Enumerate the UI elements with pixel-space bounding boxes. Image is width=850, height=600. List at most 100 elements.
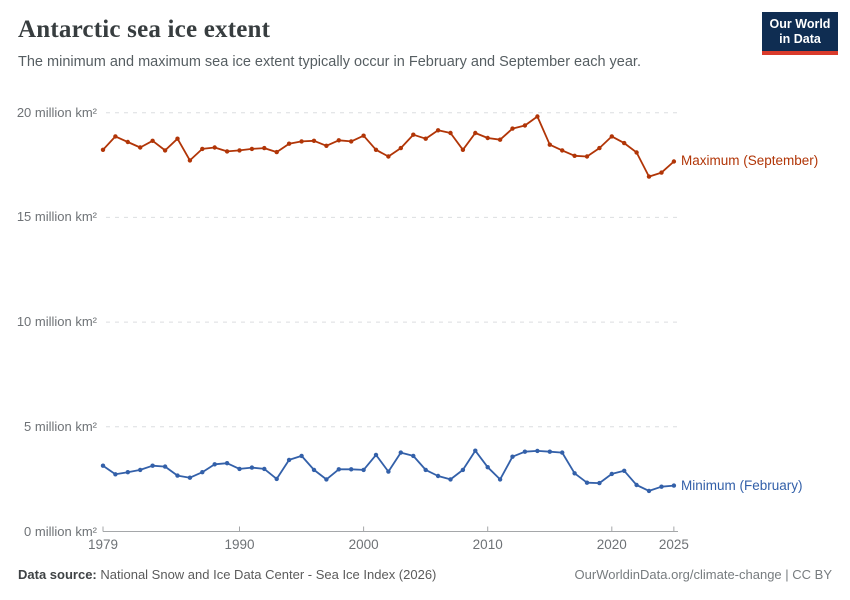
maximum-series-point	[175, 136, 180, 141]
minimum-series-point	[286, 457, 292, 463]
maximum-series-point	[324, 143, 329, 148]
minimum-series-point	[497, 477, 503, 482]
owid-logo-line2: in Data	[779, 32, 821, 46]
maximum-series-point	[113, 134, 118, 139]
minimum-series-point	[162, 464, 168, 469]
minimum-series-point	[299, 453, 304, 459]
maximum-series-point	[125, 139, 130, 145]
minimum-series-point	[138, 467, 143, 473]
maximum-series-point	[547, 142, 552, 147]
minimum-series-point	[547, 449, 552, 454]
maximum-series-point	[560, 148, 565, 153]
x-tick-label: 2025	[658, 537, 689, 552]
series-label-minimum[interactable]: Minimum (February)	[681, 478, 803, 493]
maximum-series-point	[460, 147, 466, 152]
minimum-series-point	[597, 480, 602, 486]
minimum-series-point	[187, 475, 193, 480]
maximum-series-point	[212, 145, 217, 150]
minimum-series-point	[386, 469, 391, 474]
owid-logo[interactable]: Our World in Data	[762, 12, 838, 55]
chart-title: Antarctic sea ice extent	[18, 16, 271, 43]
minimum-series-point	[150, 463, 155, 468]
maximum-series-point	[237, 148, 242, 153]
maximum-series-point	[274, 149, 279, 155]
x-tick-label: 2010	[472, 537, 503, 552]
attribution-link: OurWorldinData.org/climate-change | CC B…	[574, 567, 832, 582]
minimum-series-point	[510, 454, 515, 459]
minimum-series-point	[125, 470, 130, 475]
x-tick-label: 2020	[596, 537, 627, 552]
maximum-series-point	[535, 114, 540, 119]
x-tick-label: 1979	[87, 537, 119, 552]
minimum-series-point	[535, 448, 540, 454]
y-tick-label: 20 million km²	[16, 104, 97, 120]
maximum-series-point	[299, 139, 304, 144]
x-tick-label: 2000	[348, 537, 379, 552]
minimum-series-point	[212, 462, 217, 467]
minimum-series-point	[200, 470, 205, 475]
minimum-series-point	[274, 476, 279, 482]
minimum-series-point	[473, 448, 478, 453]
data-source-note: Data source: National Snow and Ice Data …	[18, 567, 436, 582]
minimum-series-point	[448, 477, 453, 482]
minimum-series-point	[237, 466, 242, 472]
maximum-series-point	[435, 128, 441, 133]
maximum-series-point	[510, 126, 515, 131]
maximum-series-point	[373, 147, 379, 152]
maximum-series-point	[609, 134, 614, 139]
minimum-series-point	[522, 449, 528, 454]
maximum-series-point	[386, 154, 391, 159]
maximum-series-point	[336, 138, 341, 143]
maximum-series-point	[572, 153, 577, 158]
maximum-series-point	[646, 174, 652, 179]
minimum-series-point	[411, 453, 416, 459]
minimum-series-point	[485, 465, 490, 470]
y-tick-label: 5 million km²	[24, 418, 97, 434]
owid-logo-line1: Our World	[769, 17, 831, 31]
x-tick-label: 1990	[224, 537, 255, 552]
maximum-series-point	[485, 135, 490, 141]
maximum-series-point	[162, 148, 168, 153]
y-tick-label: 10 million km²	[16, 314, 97, 330]
minimum-series-point	[646, 488, 652, 494]
maximum-series-point	[262, 145, 267, 151]
minimum-series-point	[373, 452, 379, 458]
maximum-series-point	[398, 145, 403, 151]
minimum-series-point	[435, 473, 441, 479]
maximum-series-point	[286, 141, 292, 146]
minimum-series-point	[311, 467, 317, 473]
maximum-series-point	[200, 146, 205, 152]
maximum-series-point	[150, 138, 155, 143]
maximum-series-point	[634, 150, 639, 155]
minimum-series-point	[113, 472, 118, 477]
maximum-series-point	[249, 146, 255, 152]
maximum-series-point	[584, 154, 590, 159]
minimum-series-point	[622, 468, 627, 473]
maximum-series-point	[671, 159, 677, 164]
maximum-series-point	[622, 140, 627, 146]
minimum-series-point	[671, 483, 677, 488]
minimum-series-point	[659, 484, 664, 489]
maximum-series-point	[100, 147, 106, 152]
minimum-series-point	[609, 471, 614, 477]
y-tick-label: 15 million km²	[16, 209, 97, 225]
minimum-series-point	[572, 471, 577, 476]
maximum-series-point	[361, 133, 366, 138]
minimum-series-point	[175, 473, 180, 478]
maximum-series-point	[411, 132, 416, 137]
series-label-maximum[interactable]: Maximum (September)	[681, 153, 819, 168]
chart-subtitle: The minimum and maximum sea ice extent t…	[18, 54, 641, 70]
maximum-series-point	[659, 170, 664, 175]
minimum-series-point	[398, 450, 403, 455]
maximum-series-point	[448, 130, 453, 136]
minimum-series-point	[361, 467, 366, 473]
maximum-series-line	[102, 115, 675, 178]
maximum-series-point	[423, 136, 428, 141]
minimum-series-point	[423, 467, 428, 473]
maximum-series-point	[138, 145, 143, 150]
maximum-series-point	[597, 145, 602, 151]
minimum-series-point	[584, 480, 590, 485]
y-tick-label: 0 million km²	[24, 523, 97, 539]
maximum-series-point	[224, 149, 230, 154]
minimum-series-point	[249, 465, 255, 470]
